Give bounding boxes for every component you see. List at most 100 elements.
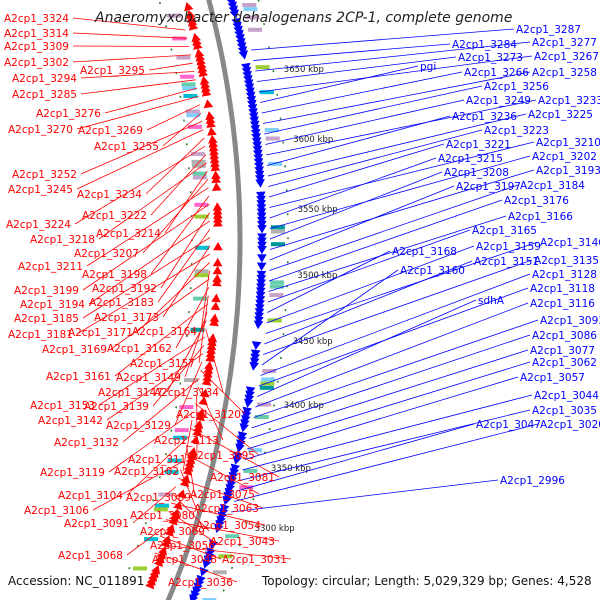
left-gene-label: A2cp1_3199 <box>14 285 79 297</box>
forward-gene-arrow <box>210 154 220 164</box>
label-leader-line <box>154 552 238 583</box>
feature-block <box>184 378 198 383</box>
label-leader-line <box>142 179 209 254</box>
label-leader-line <box>268 143 445 198</box>
forward-gene-arrow <box>204 360 214 370</box>
reverse-gene-arrow <box>254 170 265 180</box>
reverse-gene-arrow <box>253 320 264 330</box>
right-gene-label: A2cp1_3236 <box>452 111 517 123</box>
label-leader-line <box>168 511 220 546</box>
reverse-gene-arrow <box>244 398 254 408</box>
label-leader-line <box>184 452 260 495</box>
label-leader-line <box>242 394 533 471</box>
feature-block <box>155 503 169 508</box>
feature-block <box>173 435 188 440</box>
label-leader-line <box>98 162 207 240</box>
label-leader-line <box>171 502 266 526</box>
forward-gene-arrow <box>212 257 223 267</box>
label-leader-line <box>136 262 210 333</box>
forward-gene-arrow <box>170 508 180 518</box>
feature-block <box>183 94 198 98</box>
feature-block <box>172 36 187 41</box>
label-leader-line <box>231 479 499 513</box>
feature-block <box>194 273 209 278</box>
feature-block <box>270 280 285 285</box>
label-leader-line <box>165 519 280 542</box>
forward-gene-arrow <box>194 48 205 58</box>
right-gene-label: A2cp1_3208 <box>444 167 509 179</box>
label-leader-line <box>175 287 210 349</box>
left-gene-label: A2cp1_3302 <box>4 57 69 69</box>
left-gene-label: A2cp1_3192 <box>92 283 157 295</box>
left-gene-label: A2cp1_3171 <box>68 327 133 339</box>
forward-gene-arrow <box>197 60 207 70</box>
forward-gene-arrow <box>164 527 174 537</box>
label-leader-line <box>265 241 539 334</box>
label-leader-line <box>76 253 211 335</box>
right-gene-label: A2cp1_3233 <box>538 95 600 107</box>
left-gene-label: A2cp1_3270 <box>8 124 73 136</box>
feature-block <box>255 65 270 70</box>
label-leader-line <box>76 96 199 130</box>
left-gene-label: A2cp1_3185 <box>14 313 79 325</box>
right-gene-label: A2cp1_2996 <box>500 475 565 487</box>
reverse-gene-arrow <box>256 283 266 292</box>
right-gene-label: A2cp1_3184 <box>520 180 585 192</box>
label-leader-line <box>260 273 531 376</box>
label-leader-line <box>184 312 208 378</box>
label-leader-line <box>80 79 196 95</box>
label-leader-line <box>72 32 188 39</box>
forward-gene-arrow <box>151 564 160 575</box>
label-leader-line <box>197 386 224 441</box>
label-leader-line <box>86 187 209 267</box>
reverse-gene-arrow <box>243 75 253 85</box>
label-leader-line <box>152 345 205 407</box>
label-leader-line <box>269 171 443 240</box>
reverse-gene-arrow <box>255 291 266 301</box>
label-leader-line <box>269 184 519 271</box>
forward-gene-arrow <box>211 174 221 184</box>
left-gene-label: A2cp1_3106 <box>24 505 89 517</box>
left-gene-label: A2cp1_3324 <box>4 13 69 25</box>
left-gene-label: A2cp1_3031 <box>222 554 287 566</box>
feature-block <box>191 159 206 164</box>
forward-gene-arrow <box>199 75 210 85</box>
right-gene-label: A2cp1_3062 <box>532 357 597 369</box>
label-lines <box>72 17 539 583</box>
forward-gene-arrow <box>196 56 206 66</box>
genome-title: Anaeromyxobacter dehalogenans 2CP-1, com… <box>95 10 513 26</box>
label-leader-line <box>166 320 207 393</box>
forward-gene-arrow <box>212 277 222 287</box>
feature-block <box>194 214 209 219</box>
forward-gene-arrow <box>187 13 197 23</box>
right-gene-label: A2cp1_3128 <box>532 269 597 281</box>
right-gene-label: A2cp1_3210 <box>536 137 600 149</box>
label-leader-line <box>186 444 196 498</box>
label-leader-line <box>267 113 527 177</box>
forward-gene-arrow <box>197 64 208 74</box>
label-leader-line <box>266 245 475 324</box>
forward-gene-arrow <box>203 364 213 374</box>
reverse-gene-arrow <box>256 204 267 213</box>
right-gene-label: A2cp1_3202 <box>532 151 597 163</box>
label-leader-line <box>80 120 203 175</box>
label-leader-line <box>244 376 519 460</box>
label-leader-line <box>239 409 531 481</box>
label-leader-line <box>72 54 192 63</box>
forward-gene-arrow <box>213 218 223 227</box>
reverse-gene-arrow <box>249 120 260 130</box>
reverse-gene-arrow <box>251 137 262 147</box>
forward-gene-arrow <box>208 134 218 144</box>
reverse-gene-arrow <box>242 406 252 416</box>
reverse-gene-arrow <box>255 295 266 305</box>
feature-block <box>264 128 279 132</box>
feature-block <box>182 86 197 91</box>
label-leader-line <box>82 203 210 291</box>
label-leader-line <box>236 423 475 492</box>
right-gene-label: A2cp1_3035 <box>532 405 597 417</box>
label-leader-line <box>262 71 531 124</box>
feature-block <box>176 55 191 60</box>
forward-gene-arrow <box>211 293 221 303</box>
reverse-gene-arrow <box>254 162 264 171</box>
